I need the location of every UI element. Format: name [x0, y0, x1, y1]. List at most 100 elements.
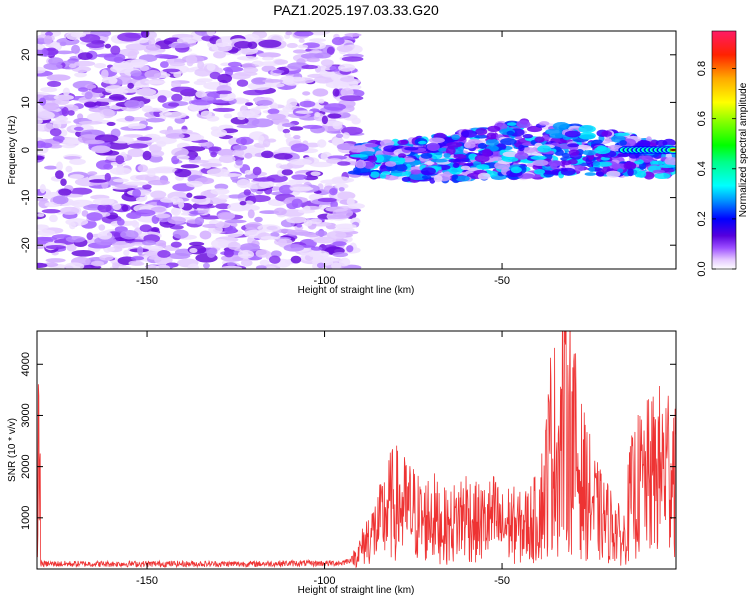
spectrogram-cell	[257, 52, 281, 58]
spectrogram-cell	[334, 223, 357, 230]
spectrogram-cell	[355, 160, 367, 169]
spectrogram-cell	[326, 46, 335, 56]
spectrogram-cell	[330, 262, 342, 269]
spectrogram-cell	[155, 213, 171, 219]
spectrogram-cell	[199, 230, 212, 240]
spectrogram-cell	[40, 86, 58, 93]
spectrogram-cell	[269, 255, 281, 264]
spectrogram-cell	[170, 80, 182, 89]
colorbar: 0.0 0.2 0.4 0.6 0.8 Normalized spectral ampl…	[696, 30, 749, 277]
spectrogram-cell	[537, 145, 552, 153]
spectrogram-cell	[37, 155, 45, 160]
spectrogram-cell	[142, 150, 152, 161]
spectrogram-cell	[71, 44, 81, 54]
spectrogram-cell	[323, 103, 346, 111]
spectrogram-cell	[572, 165, 585, 172]
snr-line	[37, 331, 676, 569]
spectrogram-cell	[52, 135, 65, 142]
spectrogram-cell	[52, 195, 69, 205]
spectrogram-cell	[212, 107, 235, 113]
spectrogram-cell	[64, 262, 85, 269]
spectrogram-cell	[145, 117, 165, 123]
spectrogram-cell	[106, 121, 116, 126]
spectrogram-cell	[139, 224, 152, 233]
spectrogram-cell	[144, 80, 166, 85]
spectrogram-cell	[428, 137, 445, 144]
spectrogram-cell	[169, 62, 186, 67]
spectrogram-cell	[100, 69, 109, 79]
spectrogram-cell	[506, 122, 517, 126]
spectrogram-cell	[299, 100, 316, 108]
spectrogram-cell	[229, 73, 251, 80]
spectrogram-cell	[446, 142, 463, 148]
spectrogram-cell	[223, 66, 244, 73]
spectrogram-cell	[287, 76, 306, 82]
spectrogram-cell	[243, 67, 259, 74]
spectrogram-cell	[188, 159, 209, 164]
snr-panel: -150 -100 -50 1000 2000 3000 4000 Height of s…	[7, 330, 677, 596]
snr-xticks: -150 -100 -50	[136, 331, 510, 587]
spectrogram-cell	[171, 147, 189, 157]
spectrogram-cell	[130, 70, 142, 77]
spectrogram-cell	[55, 170, 64, 179]
spectrogram-cell	[245, 102, 254, 106]
colorbar-tick-label: 0.4	[696, 161, 708, 176]
spectrogram-cell	[394, 164, 408, 172]
spectrogram-cell	[485, 138, 499, 147]
spectrogram-cell	[379, 139, 395, 147]
spectrogram-cell	[145, 44, 161, 51]
spectrogram-cell	[658, 164, 676, 169]
spectrogram-cell	[182, 96, 192, 102]
spectrogram-cell	[130, 256, 145, 261]
spectrogram-cell	[77, 52, 93, 60]
spectrogram-cell	[655, 139, 668, 147]
spectrogram-cell	[623, 161, 637, 171]
spectrogram-cell	[108, 77, 118, 85]
spectrogram-cell	[344, 33, 362, 37]
spectrogram-cell	[210, 151, 217, 158]
spectrogram-cell	[209, 71, 221, 80]
spectrogram-cell	[37, 224, 49, 231]
colorbar-gradient	[711, 30, 737, 270]
spectrogram-cell	[214, 183, 229, 190]
spectrogram-cell	[46, 74, 71, 81]
spectrogram-cell	[249, 195, 271, 203]
spectrogram-cell	[550, 162, 558, 170]
spectrogram-cell	[463, 142, 471, 148]
spectrogram-cell	[128, 143, 149, 149]
colorbar-tick-label: 0.6	[696, 111, 708, 126]
spectrogram-cell	[281, 169, 294, 176]
spectrogram-cell	[421, 175, 432, 180]
spectrogram-cell	[279, 164, 294, 170]
spectrogram-cell	[247, 209, 255, 219]
spectrogram-cell	[476, 164, 490, 170]
spectrogram-cell	[172, 229, 189, 239]
spectrogram-cell	[150, 227, 160, 233]
spectrogram-cell	[303, 205, 311, 212]
spectrogram-cell	[135, 197, 146, 202]
spectrogram-cell	[170, 241, 182, 248]
x-tick-label: -150	[136, 275, 158, 287]
spectrogram-cell	[159, 111, 173, 116]
spectrogram-cell	[136, 136, 153, 141]
spectrogram-cell	[518, 144, 525, 152]
spectrogram-cell	[46, 80, 62, 87]
spectrogram-cell	[281, 122, 296, 128]
spectrogram-cell	[336, 45, 353, 53]
spectrogram-cell	[293, 135, 301, 140]
spectrogram-cell	[477, 172, 491, 180]
spectrogram-cell	[310, 171, 321, 177]
spectrogram-cell	[290, 186, 314, 191]
spectrogram-cell	[68, 63, 77, 68]
spectrogram-cell	[124, 99, 142, 109]
spectrogram-cell	[334, 183, 349, 189]
spectrogram-cell	[186, 192, 193, 198]
spectrogram-cell	[285, 31, 293, 36]
spectrogram-cell	[120, 230, 139, 240]
spectrogram-cell	[430, 158, 448, 163]
spectrogram-cell	[45, 244, 67, 250]
spectrogram-cell	[126, 221, 136, 226]
spectrogram-cell	[255, 249, 270, 258]
spectrogram-cell	[97, 203, 112, 213]
spectrogram-cell	[232, 97, 247, 105]
